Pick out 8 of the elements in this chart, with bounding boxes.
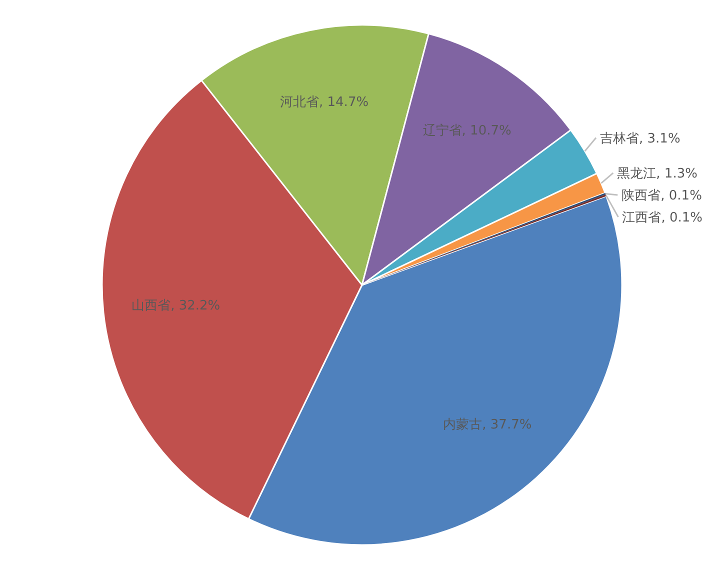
slice-label: 吉林省, 3.1% xyxy=(600,131,680,146)
slice-label: 河北省, 14.7% xyxy=(280,95,369,110)
slice-label: 内蒙古, 37.7% xyxy=(443,418,532,433)
slice-label: 江西省, 0.1% xyxy=(622,210,703,226)
slice-label: 黑龙江, 1.3% xyxy=(617,166,698,182)
slice-label: 山西省, 32.2% xyxy=(132,298,220,314)
slice-label: 辽宁省, 10.7% xyxy=(422,122,512,139)
slice-label: 陕西省, 0.1% xyxy=(622,188,702,204)
